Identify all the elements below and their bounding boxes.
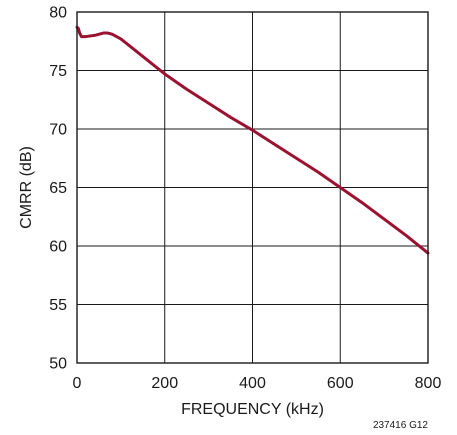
y-tick-label: 70	[49, 122, 67, 139]
x-tick-label: 400	[239, 375, 266, 392]
x-axis-label: FREQUENCY (kHz)	[181, 401, 324, 418]
y-axis-label: CMRR (dB)	[18, 146, 35, 229]
plot-frame	[76, 11, 429, 364]
grid	[76, 11, 429, 364]
series-line-1	[75, 25, 430, 255]
y-tick-label: 75	[49, 63, 67, 80]
y-tick-labels: 50 55 60 65 70 75 80	[49, 5, 67, 373]
x-tick-label: 800	[415, 375, 442, 392]
x-tick-label: 600	[327, 375, 354, 392]
y-tick-label: 50	[49, 356, 67, 373]
y-tick-label: 65	[49, 180, 67, 197]
x-tick-label: 0	[73, 375, 82, 392]
figure-code: 237416 G12	[373, 420, 428, 431]
x-tick-labels: 0 200 400 600 800	[73, 375, 442, 392]
y-tick-label: 55	[49, 297, 67, 314]
y-tick-label: 60	[49, 239, 67, 256]
y-tick-label: 80	[49, 5, 67, 22]
x-tick-label: 200	[151, 375, 178, 392]
series-layer	[75, 25, 430, 255]
